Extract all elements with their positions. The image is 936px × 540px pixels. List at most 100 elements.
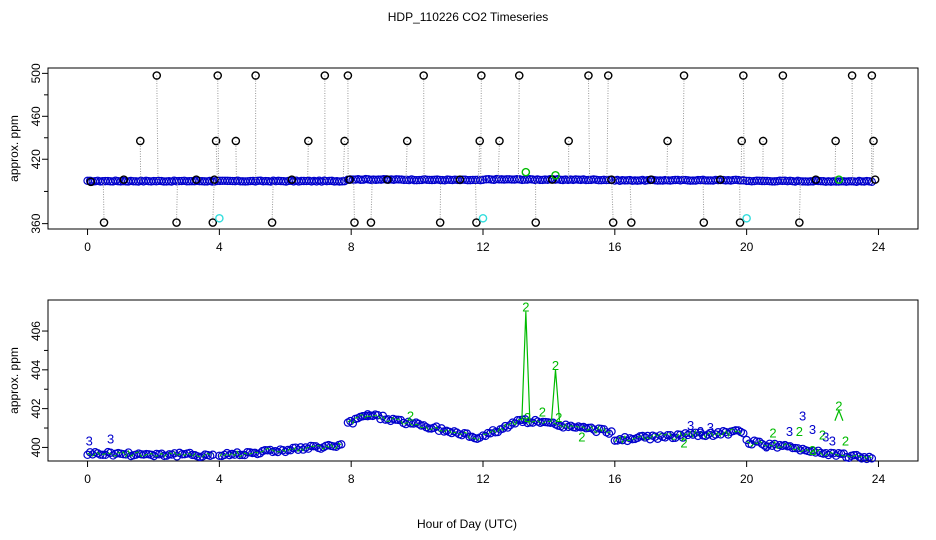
data-point: [265, 445, 275, 455]
data-point: [867, 71, 877, 80]
data-point: [457, 431, 467, 440]
data-point: [222, 448, 232, 458]
data-point: [559, 423, 568, 432]
data-point: [867, 454, 877, 463]
data-point: [811, 175, 821, 184]
data-point: [240, 450, 249, 460]
x-tick-label: 24: [872, 472, 886, 486]
data-point: [304, 444, 313, 453]
data-point: [238, 450, 247, 460]
data-point: [99, 218, 109, 227]
data-point: [564, 136, 573, 146]
drop-line: [718, 179, 721, 182]
data-point: [678, 433, 688, 442]
drop-line: [517, 75, 520, 182]
drop-line: [497, 140, 500, 182]
data-point: [531, 218, 541, 227]
data-point: [795, 218, 804, 227]
drop-line: [480, 75, 482, 182]
data-point: [773, 443, 782, 452]
data-point: [472, 218, 481, 227]
y-axis-label: approx. ppm: [7, 347, 21, 414]
data-point: [646, 175, 656, 184]
data-label: 3: [86, 433, 93, 448]
data-point: [435, 218, 445, 227]
data-point: [505, 420, 515, 430]
data-point: [475, 136, 485, 146]
data-point: [495, 136, 504, 146]
data-point: [603, 71, 613, 80]
data-point: [210, 175, 219, 184]
x-tick-label: 4: [216, 240, 223, 254]
data-label: 3: [809, 422, 816, 437]
x-tick-label: 16: [608, 240, 622, 254]
data-point: [584, 71, 593, 80]
data-point: [561, 420, 570, 429]
x-tick-label: 24: [872, 240, 886, 254]
spike-line: [550, 369, 561, 421]
data-point: [607, 175, 616, 184]
top-panel: 0 4 8 12 16 20 24 360 420 460 500 approx. ppm: [7, 63, 919, 254]
drop-line: [477, 140, 481, 182]
data-point: [739, 71, 748, 80]
series-cyan: [215, 213, 751, 223]
x-tick-label: 20: [740, 472, 754, 486]
data-point: [831, 136, 840, 146]
y-tick-label: 460: [29, 106, 43, 126]
data-point: [345, 175, 354, 184]
data-point: [831, 451, 841, 460]
drop-line: [342, 140, 346, 182]
data-point: [521, 167, 531, 177]
data-label: 2: [819, 428, 826, 443]
data-point: [185, 448, 194, 458]
x-tick-label: 0: [84, 240, 91, 254]
data-label: 2: [796, 424, 803, 439]
drop-line: [271, 181, 274, 223]
data-point: [416, 421, 426, 430]
drop-line: [851, 75, 854, 182]
data-point: [402, 136, 412, 146]
series-line: [87, 449, 214, 458]
data-point: [455, 175, 465, 184]
x-tick-label: 8: [348, 472, 355, 486]
data-point: [734, 175, 743, 185]
data-point: [847, 71, 857, 80]
data-label: 2: [680, 435, 687, 450]
data-point: [742, 213, 751, 223]
figure-title: HDP_110226 CO2 Timeseries: [388, 10, 549, 24]
y-tick-label: 404: [29, 359, 43, 379]
drop-line: [235, 140, 237, 182]
drop-line: [702, 181, 705, 223]
series-black: [86, 71, 880, 227]
drop-line: [215, 140, 218, 182]
data-point: [208, 218, 218, 227]
data-point: [215, 213, 224, 223]
data-point: [309, 441, 318, 451]
data-point: [293, 445, 303, 454]
drop-line: [740, 140, 743, 182]
data-point: [231, 136, 241, 146]
drop-line: [291, 179, 294, 182]
drop-line: [353, 181, 355, 223]
data-point: [628, 434, 637, 444]
drop-line: [102, 181, 105, 223]
data-point: [215, 451, 224, 461]
x-tick-label: 8: [348, 240, 355, 254]
data-point: [869, 136, 878, 146]
data-point: [465, 432, 474, 441]
drop-line: [610, 179, 612, 182]
y-tick-label: 400: [29, 437, 43, 457]
data-point: [758, 136, 768, 146]
drop-line: [176, 181, 178, 223]
series-green: [521, 311, 844, 421]
data-label: 2: [578, 430, 585, 445]
data-point: [304, 136, 313, 146]
data-point: [739, 429, 748, 438]
data-label: 2: [552, 358, 559, 373]
data-point: [604, 429, 614, 438]
data-point: [335, 177, 344, 186]
data-point: [232, 448, 242, 457]
data-label: 2: [555, 410, 562, 425]
data-point: [793, 444, 802, 453]
data-point: [699, 218, 709, 227]
